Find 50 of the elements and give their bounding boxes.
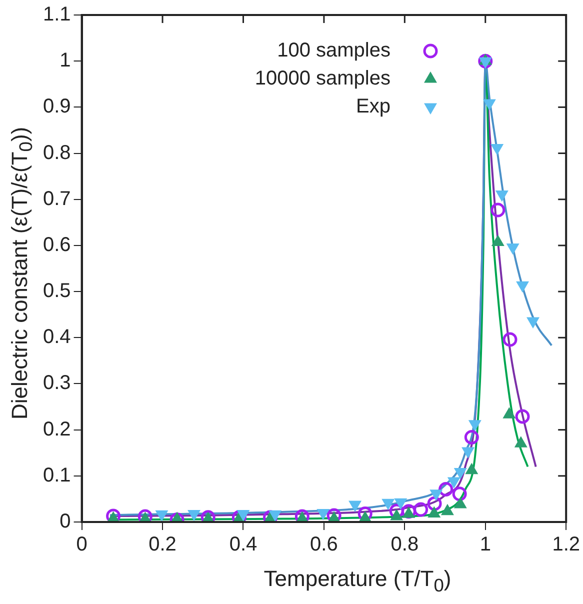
point [442,504,454,516]
y-tick-label: 0.6 [42,234,71,256]
y-tick-label: 0.5 [42,280,71,302]
point [389,504,404,518]
point [496,190,508,202]
point [514,436,527,448]
point [527,317,539,328]
x-tick-label: 0.6 [310,534,338,556]
point [506,244,519,254]
point [390,510,403,520]
x-tick-label: 0.8 [390,534,419,556]
y-tick-label: 0.7 [42,188,71,210]
point [516,281,528,292]
y-tick-label: 0.8 [42,142,71,164]
y-tick-label: 0.9 [42,96,71,118]
point [438,482,454,497]
point [483,99,496,110]
x-tick-label: 1.2 [552,534,580,556]
point [138,509,152,522]
x-tick-label: 1 [480,534,491,556]
y-tick-label: 0 [60,510,71,533]
point [427,496,442,511]
y-tick-label: 0.1 [42,464,71,486]
y-tick-label: 1 [60,50,71,72]
y-tick-label: 0.4 [42,326,71,348]
point [491,144,504,154]
x-tick-label: 0 [76,534,88,556]
y-tick-label: 0.3 [42,372,71,394]
point [502,332,518,347]
x-axis-title: Temperature (T/T$_{0}$) [262,566,452,596]
point [414,502,428,517]
y-tick-label: 0.2 [42,418,71,440]
point [490,202,506,218]
point [452,486,467,502]
point [358,506,372,521]
point [515,409,530,424]
point [428,506,440,518]
point [479,57,492,68]
x-tick-label: 0.2 [148,534,176,556]
point [402,507,415,518]
point [401,504,416,519]
point [454,498,466,508]
point [503,408,516,418]
x-tick-label: 0.4 [229,534,258,556]
legend-label: 100 samples [277,40,390,62]
legend-label: 10000 samples [254,68,390,90]
legend-label: Exp [356,96,390,118]
point [466,464,478,474]
point [464,430,479,444]
y-tick-label: 1.1 [42,4,71,26]
